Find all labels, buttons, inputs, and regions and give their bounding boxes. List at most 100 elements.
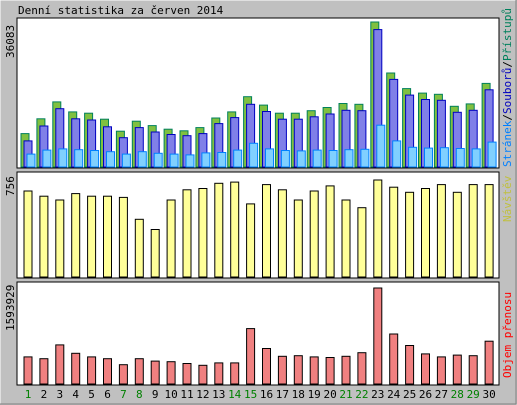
bar-objem (182, 363, 192, 385)
bar-navstev (230, 181, 240, 278)
bar-objem (166, 361, 176, 385)
panel-volume-frame (16, 281, 500, 386)
bar-stranek (153, 152, 163, 168)
bar-navstev (262, 184, 271, 278)
day-label: 27 (435, 388, 448, 401)
day-label: 18 (292, 388, 305, 401)
panel-hits-max-label: 36083 (4, 25, 17, 58)
bar-objem (198, 364, 208, 385)
bar-navstev (166, 199, 176, 278)
legend-pristupu: Přístupů (501, 8, 514, 61)
day-label: 7 (120, 388, 127, 401)
day-label: 20 (323, 388, 336, 401)
bar-stranek (233, 149, 243, 168)
bar-stranek (408, 146, 418, 168)
bar-stranek (392, 140, 402, 168)
bar-stranek (217, 152, 227, 168)
legend-souboru: Souborů (501, 68, 514, 114)
bar-objem (309, 356, 319, 385)
bar-objem (55, 344, 65, 385)
bar-stranek (376, 124, 386, 168)
day-label: 26 (419, 388, 432, 401)
bar-objem (230, 362, 240, 385)
bar-navstev (293, 199, 303, 278)
chart-title: Denní statistika za červen 2014 (18, 4, 224, 17)
bar-navstev (357, 207, 367, 278)
bar-navstev (23, 190, 33, 278)
day-label: 19 (308, 388, 321, 401)
bar-stranek (90, 150, 100, 168)
bar-objem (39, 358, 49, 385)
bar-navstev (150, 229, 160, 278)
day-label: 1 (25, 388, 32, 401)
bars-visits (23, 179, 494, 278)
day-label: 14 (228, 388, 242, 401)
day-label: 8 (136, 388, 143, 401)
bar-navstev (405, 191, 415, 278)
bar-navstev (87, 195, 97, 278)
day-labels: 1 2 3 4 5 6 7 8 9 10 11 12 13 14 15 16 17 18 19 20 21 22 23 24 2… (25, 388, 496, 401)
day-label: 22 (355, 388, 368, 401)
day-label: 5 (88, 388, 95, 401)
day-label: 12 (196, 388, 209, 401)
bar-navstev (436, 184, 446, 278)
bar-navstev (182, 189, 192, 278)
bar-stranek (296, 150, 306, 168)
day-label: 3 (56, 388, 63, 401)
bar-stranek (487, 141, 497, 168)
day-label: 23 (371, 388, 384, 401)
bar-objem (277, 355, 287, 385)
day-label: 29 (467, 388, 480, 401)
bar-objem (262, 348, 271, 385)
bar-stranek (265, 148, 274, 168)
day-label: 15 (244, 388, 257, 401)
bar-objem (87, 356, 97, 385)
bar-navstev (214, 182, 224, 278)
bar-objem (246, 328, 256, 385)
bar-navstev (246, 203, 256, 278)
bar-navstev (55, 199, 65, 278)
bar-objem (71, 352, 81, 385)
legend-stranek: Stránek (501, 120, 514, 167)
bar-stranek (26, 153, 36, 168)
day-label: 13 (212, 388, 225, 401)
panel-hits: 36083 Stránek/Souborů/Přístupů (4, 8, 514, 169)
bar-navstev (373, 179, 383, 278)
bar-stranek (121, 153, 131, 168)
bar-navstev (484, 184, 494, 278)
day-label: 2 (41, 388, 48, 401)
bar-navstev (468, 184, 478, 278)
bar-objem (134, 358, 144, 385)
bar-objem (421, 353, 430, 385)
bar-objem (118, 364, 128, 385)
bar-stranek (455, 148, 465, 168)
bar-objem (468, 355, 478, 385)
bar-objem (23, 356, 33, 385)
bar-objem (484, 340, 494, 385)
day-label: 21 (339, 388, 352, 401)
bar-navstev (198, 188, 208, 278)
bar-stranek (280, 150, 290, 168)
bar-stranek (137, 151, 147, 168)
legend-navstev: Návštěv (501, 175, 514, 222)
day-label: 28 (451, 388, 464, 401)
legend-objem: Objem přenosu (501, 292, 514, 378)
panel-hits-legend: Stránek/Souborů/Přístupů (501, 8, 514, 167)
bar-objem (436, 356, 446, 385)
day-label: 6 (104, 388, 111, 401)
panel-visits-max-label: 756 (4, 176, 17, 196)
bars-hits (20, 21, 497, 168)
bar-navstev (134, 218, 144, 278)
bar-stranek (424, 147, 433, 168)
bar-stranek (169, 153, 179, 168)
bar-stranek (74, 149, 84, 168)
bar-navstev (309, 190, 319, 278)
bar-navstev (103, 195, 112, 278)
bar-navstev (39, 195, 49, 278)
bar-stranek (58, 148, 68, 168)
bar-objem (405, 345, 415, 385)
bars-volume (23, 287, 494, 385)
day-label: 11 (180, 388, 193, 401)
bar-objem (325, 357, 335, 385)
bar-objem (389, 333, 399, 385)
